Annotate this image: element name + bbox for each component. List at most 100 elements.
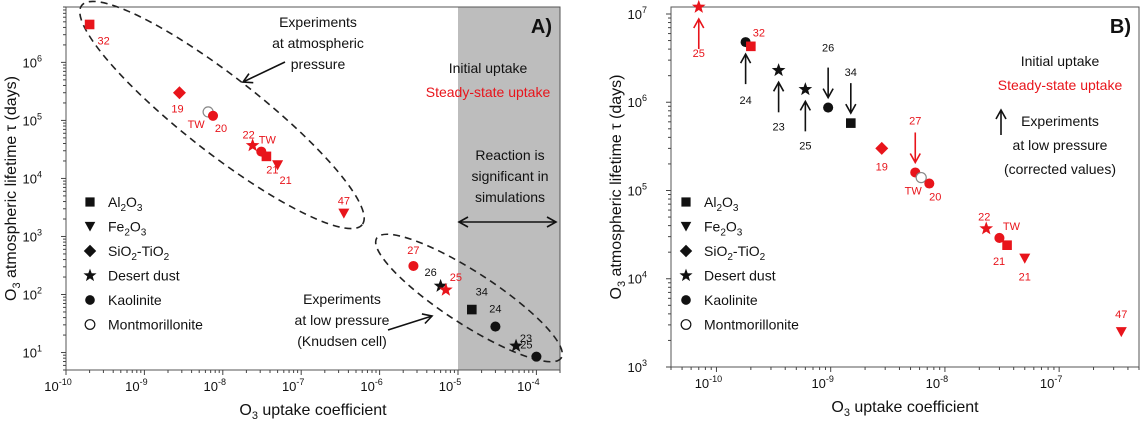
y-tick-label: 101 <box>23 344 42 361</box>
data-label: 20 <box>215 123 227 135</box>
legend-text-main: Fe <box>108 219 125 235</box>
x-axis-title-rest: uptake coefficient <box>258 402 387 419</box>
annotation-atmospheric: pressure <box>291 56 346 72</box>
data-label: 22 <box>978 212 990 224</box>
data-point <box>823 102 834 113</box>
y-tick-label: 103 <box>23 227 42 244</box>
y-axis-title-main: O <box>3 289 20 301</box>
x-tick-exp: -9 <box>140 377 148 387</box>
annotation-low-pressure: Experiments <box>1021 113 1099 129</box>
y-axis-title-rest: atmospheric lifetime τ (days) <box>608 75 625 281</box>
data-label: 21 <box>1019 271 1031 283</box>
x-tick-label: 10-4 <box>517 377 539 394</box>
y-tick-base: 10 <box>628 183 642 198</box>
annotation-low-pressure: Experiments <box>303 291 381 307</box>
legend-marker-triangle-down <box>680 221 692 232</box>
legend-title-steady: Steady-state uptake <box>998 77 1123 93</box>
legend-text-sub: 2 <box>720 228 726 239</box>
legend-marker-square <box>85 197 95 207</box>
legend-text-main: Kaolinite <box>108 292 162 308</box>
legend-entry: Desert dust <box>704 268 776 284</box>
data-label: 25 <box>520 340 532 352</box>
legend-title-initial: Initial uptake <box>449 60 528 76</box>
data-label: 34 <box>845 67 857 79</box>
legend-marker-circle-open <box>84 319 96 330</box>
legend-text-sub: 3 <box>737 228 743 239</box>
annotation-low-pressure: at low pressure <box>1013 137 1108 153</box>
data-label: 26 <box>822 43 834 55</box>
x-tick-base: 10 <box>517 379 531 394</box>
x-tick-exp: -7 <box>296 377 304 387</box>
legend-title-initial: Initial uptake <box>1021 53 1100 69</box>
data-point <box>1019 253 1031 264</box>
x-tick-base: 10 <box>1040 376 1054 391</box>
x-axis-title-rest: uptake coefficient <box>850 399 979 416</box>
legend-entry: Fe2O3 <box>704 219 743 239</box>
legend-marker-triangle-down <box>84 221 96 232</box>
x-tick-label: 10-8 <box>926 374 948 391</box>
shade-text: Reaction is <box>475 147 544 163</box>
legend-text-mid: O <box>722 194 733 210</box>
x-tick-exp: -9 <box>826 374 834 384</box>
legend-text-sub: 2 <box>164 252 170 263</box>
x-axis-title-sub: 3 <box>252 410 258 422</box>
legend-entry: Fe2O3 <box>108 219 147 239</box>
data-label: 24 <box>739 95 751 107</box>
data-point <box>979 221 994 235</box>
y-tick-exp: 3 <box>642 358 647 368</box>
y-tick-base: 10 <box>628 360 642 375</box>
y-tick-base: 10 <box>23 229 37 244</box>
data-label: 20 <box>929 192 941 204</box>
legend-text-sub: 2 <box>716 203 722 214</box>
data-label: 21 <box>279 175 291 187</box>
y-tick-exp: 6 <box>642 93 647 103</box>
annotation-arrow-up-head <box>995 108 1007 120</box>
plot-frame <box>65 6 561 371</box>
chart-a: 10-10 10-9 10-8 10-7 10-6 10-5 10-410110210310… <box>3 0 564 422</box>
x-tick-base: 10 <box>695 376 709 391</box>
legend-marker-circle-open <box>680 319 692 330</box>
data-point <box>924 178 935 189</box>
y-tick-base: 10 <box>23 346 37 361</box>
annotation-atmospheric-arrow <box>242 61 286 83</box>
y-axis-title-rest: atmospheric lifetime τ (days) <box>3 76 20 282</box>
correction-arrow-down-head <box>822 88 834 100</box>
legend-entry: Montmorillonite <box>108 317 203 333</box>
legend-text-sub: 2 <box>760 252 766 263</box>
legend-text-sub: 2 <box>124 228 130 239</box>
legend-text-mid: O <box>726 219 737 235</box>
y-tick-label: 106 <box>628 93 647 110</box>
legend-entry: Al2O3 <box>704 194 739 214</box>
y-tick-base: 10 <box>628 272 642 287</box>
y-tick-label: 102 <box>23 285 42 302</box>
data-point <box>531 351 542 362</box>
legend-title-steady: Steady-state uptake <box>426 84 551 100</box>
data-label: 23 <box>520 333 532 345</box>
x-tick-exp: -10 <box>709 374 722 384</box>
x-axis-title-main: O <box>239 402 251 419</box>
legend-text-main: Montmorillonite <box>704 317 799 333</box>
correction-arrow-up-head <box>772 80 785 92</box>
legend-text-main: Desert dust <box>704 268 776 284</box>
legend-marker-circle <box>681 295 691 305</box>
x-tick-base: 10 <box>204 379 218 394</box>
shade-text: significant in <box>471 168 548 184</box>
plot-frame <box>670 6 1140 368</box>
x-tick-base: 10 <box>811 376 825 391</box>
x-tick-base: 10 <box>360 379 374 394</box>
legend-entry: Montmorillonite <box>704 317 799 333</box>
y-tick-label: 103 <box>628 358 647 375</box>
data-point <box>746 41 756 52</box>
annotation-low-pressure-arrow-head <box>421 313 434 325</box>
x-tick-exp: -10 <box>59 377 72 387</box>
data-label: 47 <box>338 195 350 207</box>
x-tick-exp: -7 <box>1054 374 1062 384</box>
legend-text-sub: 3 <box>141 228 147 239</box>
data-label: TW <box>1003 221 1021 233</box>
data-label: TW <box>188 119 206 131</box>
data-label: 23 <box>772 121 784 133</box>
data-label: 32 <box>97 35 109 47</box>
data-point <box>408 260 419 272</box>
legend-entry: SiO2-TiO2 <box>108 243 170 263</box>
